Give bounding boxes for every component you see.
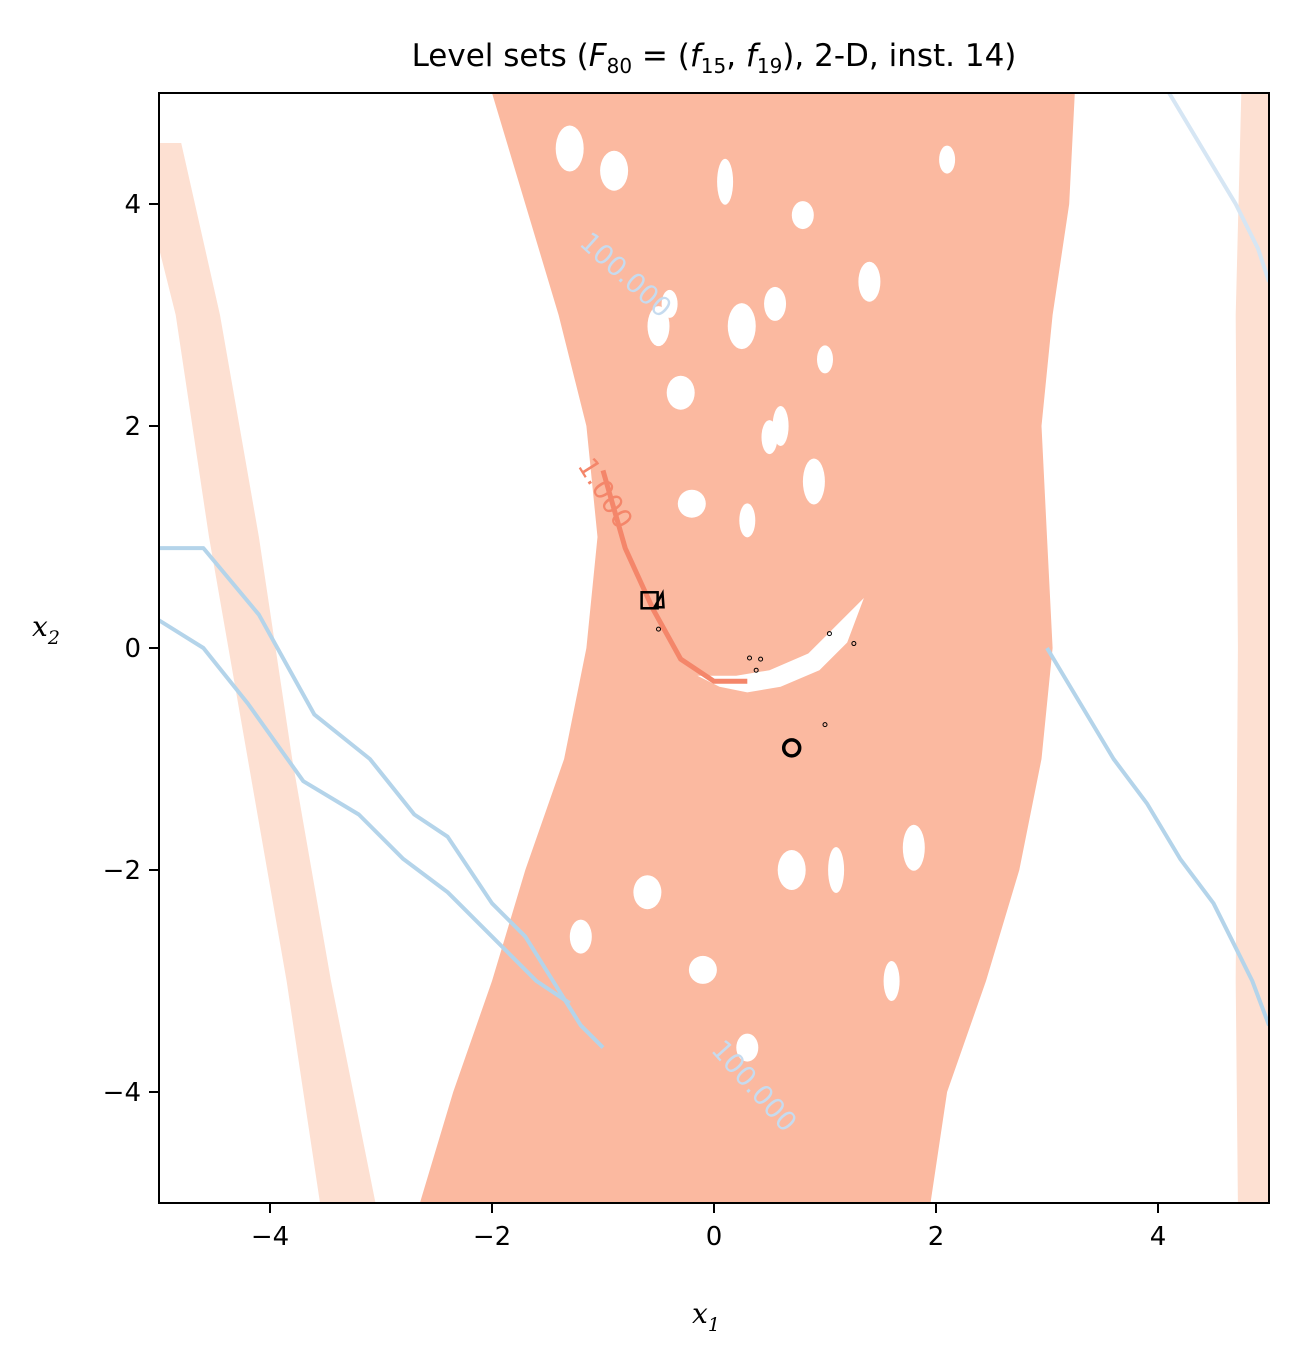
region-hole [666, 375, 695, 410]
point-marker [822, 722, 828, 728]
y-axis: −4 −2 0 2 4 [103, 190, 159, 1108]
region-hole [764, 286, 787, 321]
point-marker [851, 641, 857, 647]
region-hole [858, 261, 881, 302]
region-hole [727, 303, 756, 350]
y-tick-label: 4 [124, 190, 141, 220]
point-marker [826, 631, 832, 637]
blue-contour-right [1045, 646, 1269, 1027]
x-tick-label: 4 [1150, 1222, 1167, 1252]
circle-marker [781, 738, 802, 758]
y-axis-label: x2 [32, 610, 60, 649]
optima-markers [640, 589, 857, 758]
region-hole [883, 961, 900, 1001]
region-hole [939, 145, 956, 174]
region-hole [717, 158, 734, 205]
region-hole [777, 850, 806, 890]
region-hole [600, 150, 629, 191]
blue-contour-right-top [1167, 93, 1269, 283]
pale-band-left [159, 143, 376, 1203]
triangle-marker [652, 589, 665, 609]
x-tick-label: −2 [473, 1222, 511, 1252]
region-hole [791, 201, 814, 230]
region-hole [647, 306, 670, 347]
region-hole [739, 503, 756, 538]
x-tick-label: 2 [928, 1222, 945, 1252]
y-tick-label: 2 [124, 412, 141, 442]
region-hole [817, 345, 833, 374]
region-hole [736, 1033, 759, 1062]
point-marker [758, 656, 764, 662]
region-hole [802, 458, 825, 505]
region-hole [688, 955, 717, 984]
chart-title: Level sets (F80 = (f15, f19), 2-D, inst.… [412, 38, 1017, 78]
y-tick-label: 0 [124, 634, 141, 664]
region-hole [677, 489, 706, 518]
x-tick-label: 0 [706, 1222, 723, 1252]
point-marker [747, 655, 753, 661]
region-hole [555, 125, 584, 172]
region-hole [902, 824, 925, 871]
y-tick-label: −4 [103, 1078, 141, 1108]
x-tick-label: −4 [251, 1222, 289, 1252]
region-hole [633, 875, 662, 910]
blue-contour-left-2 [159, 618, 571, 1005]
x-axis-label: x1 [692, 1297, 720, 1336]
red-contour-line [600, 469, 748, 684]
region-hole [761, 420, 778, 455]
point-marker [753, 667, 759, 673]
region-hole [569, 919, 592, 954]
plot-area [159, 93, 1269, 1203]
blue-contour-left [159, 546, 605, 1050]
y-tick-label: −2 [103, 856, 141, 886]
point-marker [656, 626, 661, 632]
region-hole [828, 847, 845, 893]
x-axis: −4 −2 0 2 4 [251, 1203, 1166, 1252]
pale-band-right [1235, 93, 1269, 1203]
